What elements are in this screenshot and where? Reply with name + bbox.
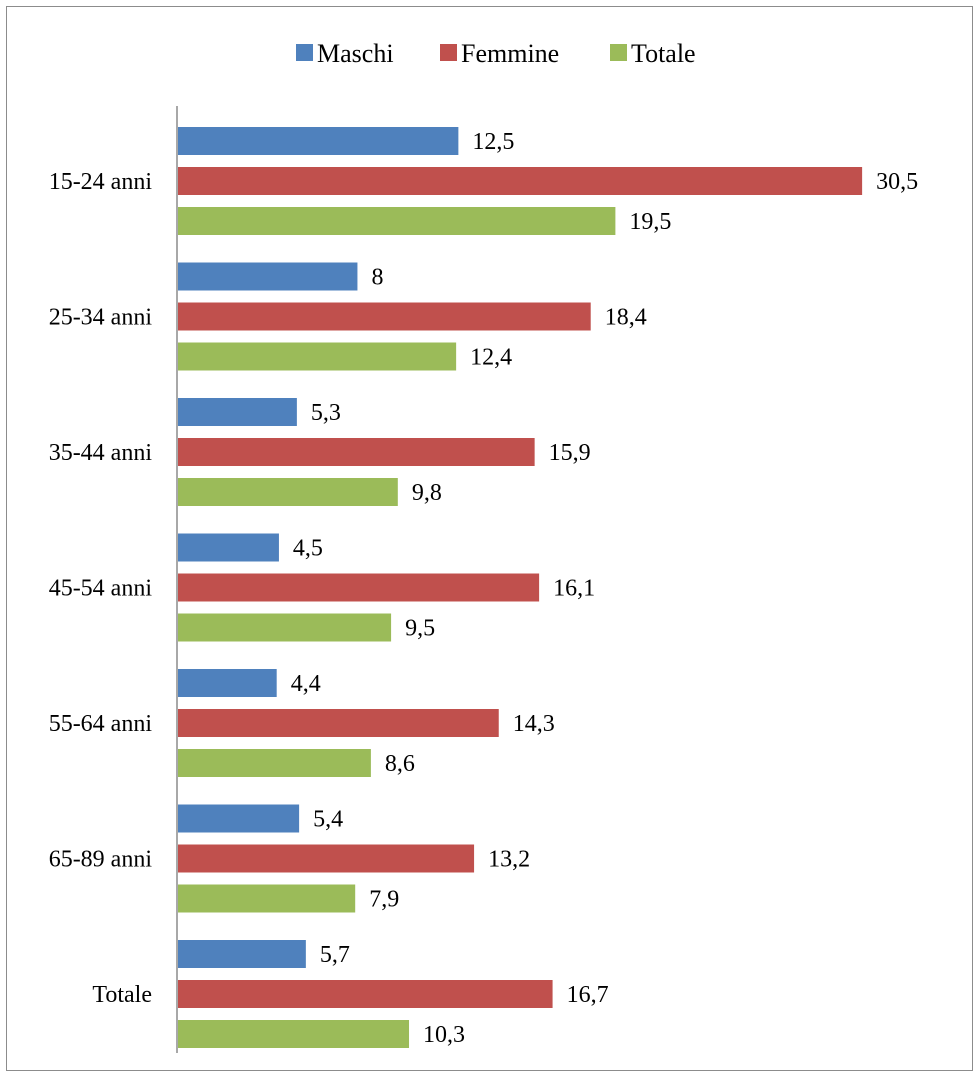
data-label-1-1: 12,5 [472, 129, 514, 155]
bar-2-6 [178, 844, 475, 873]
data-label-2-5: 14,3 [513, 711, 555, 737]
data-label-2-7: 16,7 [567, 982, 609, 1008]
bar-2-5 [178, 709, 499, 737]
bar-1-4 [178, 533, 279, 562]
bar-3-4 [178, 613, 392, 642]
data-label-1-4: 4,5 [293, 536, 323, 562]
legend-swatch-1 [296, 44, 313, 61]
bar-3-2 [178, 342, 457, 371]
category-label-2: 25-34 anni [49, 305, 153, 331]
legend: Maschi Femmine Totale [296, 39, 696, 68]
data-label-3-1: 19,5 [629, 209, 671, 235]
data-label-2-1: 30,5 [876, 169, 918, 195]
legend-label-1: Maschi [317, 39, 394, 68]
legend-label-2: Femmine [461, 39, 559, 68]
data-label-2-2: 18,4 [605, 305, 647, 331]
data-label-2-6: 13,2 [488, 847, 530, 873]
bar-1-5 [178, 669, 277, 697]
legend-swatch-3 [610, 44, 627, 61]
data-label-1-7: 5,7 [320, 942, 350, 968]
data-label-3-4: 9,5 [405, 616, 435, 642]
data-label-2-3: 15,9 [549, 440, 591, 466]
bar-3-5 [178, 749, 371, 777]
legend-label-3: Totale [631, 39, 696, 68]
category-label-7: Totale [92, 982, 152, 1008]
bar-2-2 [178, 302, 591, 331]
category-label-3: 35-44 anni [49, 440, 153, 466]
data-label-1-5: 4,4 [291, 671, 321, 697]
category-label-4: 45-54 anni [49, 576, 153, 602]
data-label-1-6: 5,4 [313, 807, 343, 833]
data-label-1-2: 8 [371, 265, 383, 291]
data-label-3-3: 9,8 [412, 480, 442, 506]
data-label-3-6: 7,9 [369, 887, 399, 913]
bar-1-1 [178, 127, 459, 155]
bar-3-7 [178, 1020, 410, 1048]
bars: 12,5 30,5 19,5 8 18,4 12,4 5,3 15,9 9,8 4,5 16,1 9,… [178, 127, 918, 1048]
bar-3-6 [178, 884, 356, 913]
data-label-3-2: 12,4 [470, 345, 512, 371]
data-label-1-3: 5,3 [311, 400, 341, 426]
category-label-6: 65-89 anni [49, 847, 153, 873]
data-label-3-7: 10,3 [423, 1022, 465, 1048]
bar-2-1 [178, 167, 863, 195]
category-label-1: 15-24 anni [49, 169, 153, 195]
bar-3-1 [178, 207, 616, 235]
data-label-3-5: 8,6 [385, 751, 415, 777]
bar-1-6 [178, 804, 300, 833]
bar-1-3 [178, 398, 297, 426]
data-label-2-4: 16,1 [553, 576, 595, 602]
bar-1-2 [178, 262, 358, 291]
bar-2-4 [178, 573, 540, 602]
bar-1-7 [178, 940, 306, 968]
bar-2-7 [178, 980, 553, 1008]
category-labels: 15-24 anni 25-34 anni 35-44 anni 45-54 anni… [49, 169, 153, 1008]
bar-3-3 [178, 478, 398, 506]
legend-swatch-2 [440, 44, 457, 61]
category-label-5: 55-64 anni [49, 711, 153, 737]
bar-2-3 [178, 438, 535, 466]
